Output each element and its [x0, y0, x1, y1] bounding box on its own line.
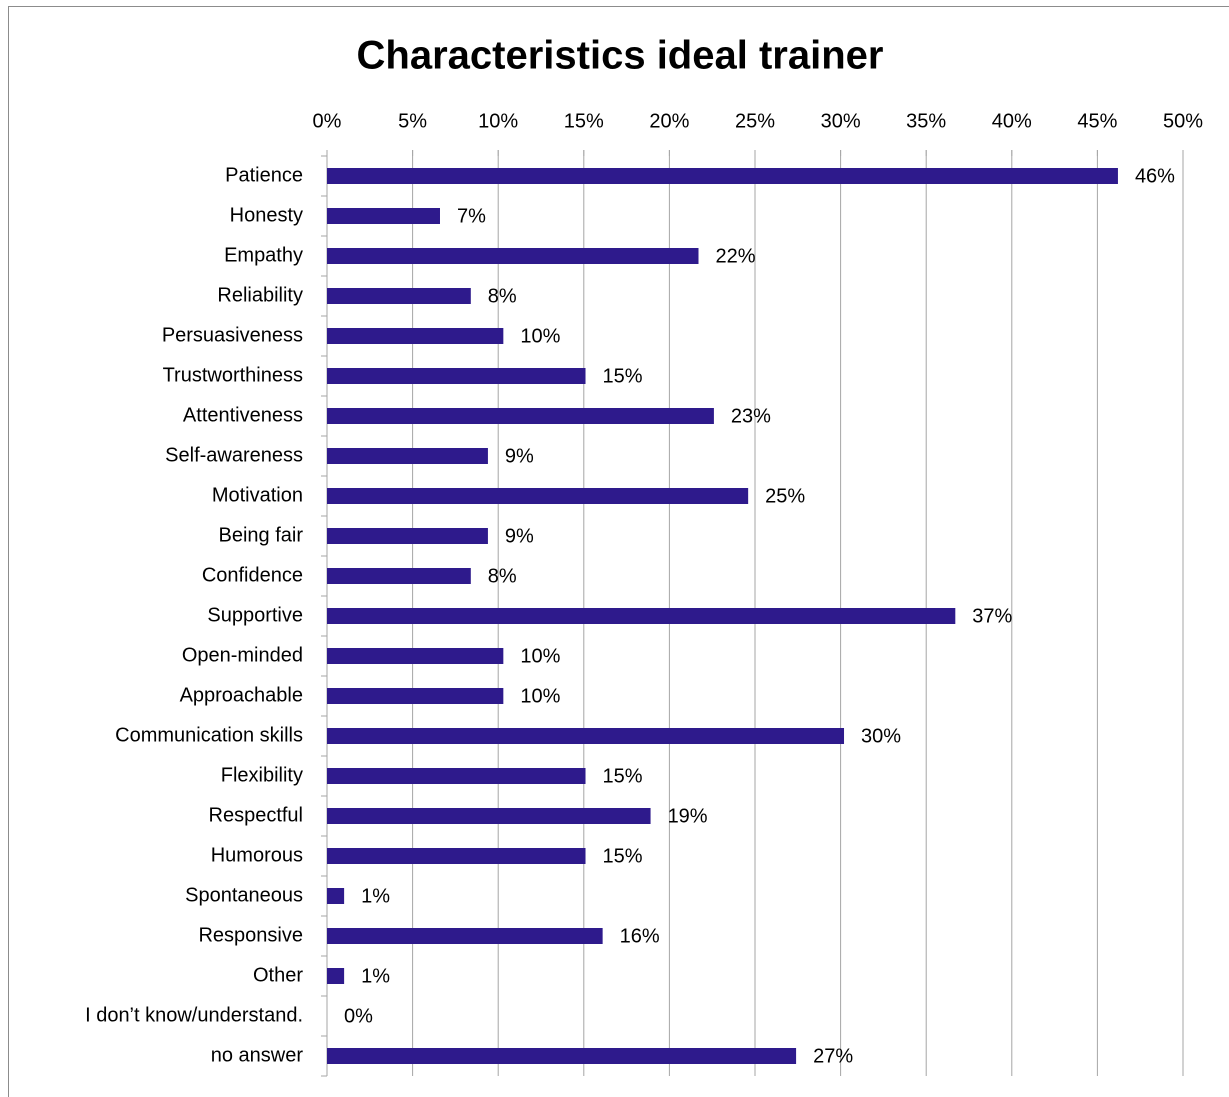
bar	[327, 208, 440, 224]
value-label: 25%	[765, 485, 805, 507]
bar	[327, 768, 586, 784]
y-tick-label: Motivation	[212, 484, 303, 506]
y-tick-label: Respectful	[209, 804, 304, 826]
y-tick-label: Patience	[225, 164, 303, 186]
y-tick-label: Attentiveness	[183, 404, 303, 426]
y-tick-label: Humorous	[211, 844, 303, 866]
x-tick-label: 0%	[313, 110, 342, 132]
bar	[327, 1048, 797, 1064]
value-label: 46%	[1135, 165, 1175, 187]
bar	[327, 328, 504, 344]
value-label: 10%	[520, 325, 560, 347]
bar	[327, 728, 845, 744]
value-label: 10%	[520, 645, 560, 667]
bar	[327, 968, 345, 984]
y-tick-label: Spontaneous	[185, 884, 303, 906]
value-label: 30%	[861, 725, 901, 747]
x-tick-label: 35%	[906, 110, 946, 132]
x-tick-label: 40%	[992, 110, 1032, 132]
x-tick-label: 25%	[735, 110, 775, 132]
value-label: 19%	[668, 805, 708, 827]
bar	[327, 928, 603, 944]
value-label: 1%	[361, 965, 390, 987]
y-tick-label: I don’t know/understand.	[85, 1004, 303, 1026]
bar	[327, 808, 651, 824]
value-label: 23%	[731, 405, 771, 427]
value-label: 1%	[361, 885, 390, 907]
y-tick-label: Persuasiveness	[162, 324, 303, 346]
x-tick-label: 10%	[478, 110, 518, 132]
y-tick-label: Responsive	[198, 924, 303, 946]
y-tick-label: Trustworthiness	[163, 364, 303, 386]
value-label: 10%	[520, 685, 560, 707]
bar	[327, 888, 345, 904]
bar	[327, 488, 749, 504]
bar	[327, 448, 488, 464]
x-tick-label: 50%	[1163, 110, 1203, 132]
value-label: 9%	[505, 525, 534, 547]
value-label: 0%	[344, 1005, 373, 1027]
value-label: 8%	[488, 285, 517, 307]
y-tick-label: Flexibility	[221, 764, 303, 786]
y-tick-label: Self-awareness	[165, 444, 303, 466]
y-tick-label: Other	[253, 964, 303, 986]
y-tick-label: Supportive	[207, 604, 303, 626]
value-label: 15%	[603, 365, 643, 387]
x-tick-label: 30%	[821, 110, 861, 132]
bar	[327, 528, 488, 544]
y-tick-label: no answer	[211, 1044, 304, 1066]
value-label: 27%	[813, 1045, 853, 1067]
x-tick-label: 45%	[1077, 110, 1117, 132]
chart-border	[8, 6, 1229, 1097]
y-tick-label: Being fair	[219, 524, 304, 546]
y-tick-label: Communication skills	[115, 724, 303, 746]
y-tick-label: Approachable	[180, 684, 303, 706]
y-tick-label: Reliability	[217, 284, 303, 306]
value-label: 37%	[972, 605, 1012, 627]
bar	[327, 648, 504, 664]
y-tick-label: Open-minded	[182, 644, 303, 666]
x-tick-label: 20%	[649, 110, 689, 132]
y-tick-label: Confidence	[202, 564, 303, 586]
bar	[327, 168, 1118, 184]
bar	[327, 288, 471, 304]
bar	[327, 408, 714, 424]
value-label: 16%	[620, 925, 660, 947]
bar	[327, 848, 586, 864]
value-label: 7%	[457, 205, 486, 227]
bar	[327, 368, 586, 384]
bar	[327, 608, 956, 624]
value-label: 15%	[603, 765, 643, 787]
y-tick-label: Honesty	[230, 204, 303, 226]
value-label: 9%	[505, 445, 534, 467]
bar	[327, 688, 504, 704]
y-tick-label: Empathy	[224, 244, 303, 266]
x-tick-label: 15%	[564, 110, 604, 132]
value-label: 22%	[716, 245, 756, 267]
bar	[327, 248, 699, 264]
chart-title: Characteristics ideal trainer	[357, 34, 884, 78]
x-tick-label: 5%	[398, 110, 427, 132]
value-label: 8%	[488, 565, 517, 587]
bar	[327, 568, 471, 584]
value-label: 15%	[603, 845, 643, 867]
